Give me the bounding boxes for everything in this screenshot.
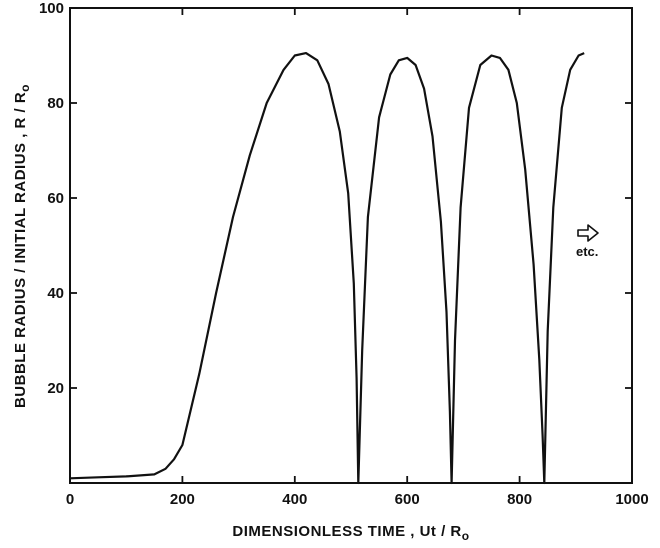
x-tick-label-0: 0 [66,491,74,508]
x-tick-label-800: 800 [507,491,532,508]
x-tick-label-600: 600 [395,491,420,508]
y-tick-label-20: 20 [47,380,64,397]
y-tick-label-100: 100 [39,0,64,17]
y-axis-title-main: BUBBLE RADIUS / INITIAL RADIUS , R / R [12,92,29,408]
right-arrow-icon [577,224,599,242]
x-tick-label-400: 400 [282,491,307,508]
x-tick-label-1000: 1000 [615,491,648,508]
x-axis-title: DIMENSIONLESS TIME , Ut / Ro [232,523,469,543]
ticks [69,7,633,483]
y-axis-title-subscript: o [18,84,32,92]
annotation-text: etc. [576,244,598,259]
series-line [69,52,585,485]
tick-labels: 0 200 400 600 800 1000 20 40 60 80 100 [39,0,649,508]
y-axis-title: BUBBLE RADIUS / INITIAL RADIUS , R / Ro [12,84,32,408]
y-tick-label-60: 60 [47,190,64,207]
x-axis-title-main: DIMENSIONLESS TIME , Ut / R [232,523,461,540]
y-tick-label-40: 40 [47,285,64,302]
annotation: etc. [576,224,599,259]
x-axis-title-subscript: o [462,529,470,543]
x-tick-label-200: 200 [170,491,195,508]
plot-frame [69,7,633,484]
y-tick-label-80: 80 [47,95,64,112]
